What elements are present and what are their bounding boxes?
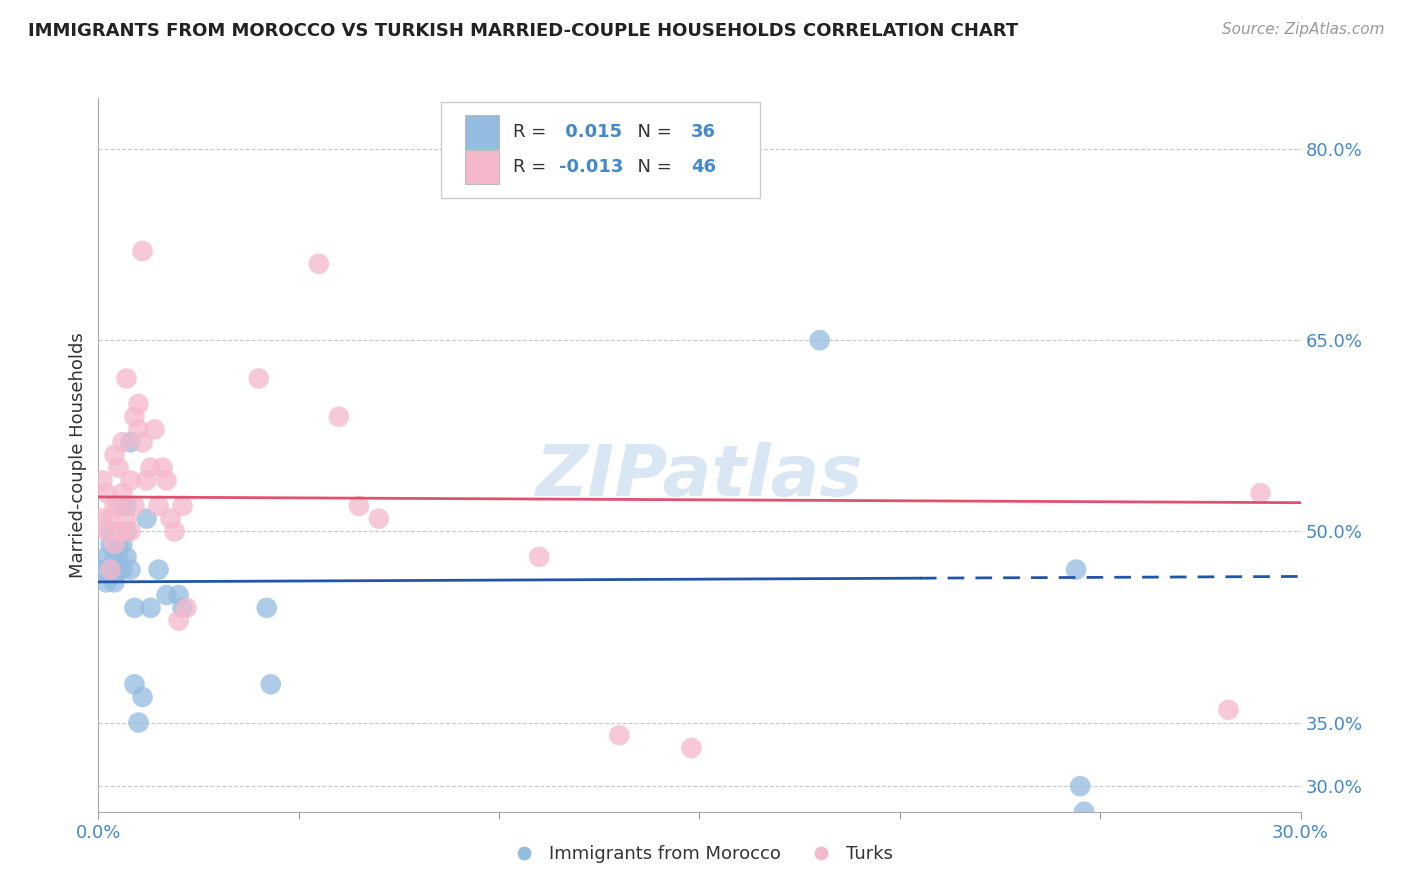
Point <box>159 511 181 525</box>
Point <box>100 563 122 577</box>
Point <box>247 371 270 385</box>
Point <box>139 460 162 475</box>
Point <box>103 499 125 513</box>
Point <box>111 486 134 500</box>
Point <box>100 511 122 525</box>
Point <box>128 715 150 730</box>
Point <box>155 474 177 488</box>
Point <box>96 575 118 590</box>
Point <box>148 563 170 577</box>
Point <box>260 677 283 691</box>
Point <box>96 486 118 500</box>
Point <box>131 244 153 258</box>
Point <box>107 549 129 564</box>
Point <box>609 728 631 742</box>
Text: N =: N = <box>626 123 678 141</box>
Point <box>96 524 118 539</box>
Point <box>111 537 134 551</box>
Point <box>808 333 831 347</box>
Point <box>1069 779 1091 793</box>
Text: N =: N = <box>626 159 678 177</box>
Point <box>91 563 114 577</box>
Text: R =: R = <box>513 159 553 177</box>
Point <box>103 575 125 590</box>
Text: -0.013: -0.013 <box>558 159 623 177</box>
Point <box>115 549 138 564</box>
Point <box>107 524 129 539</box>
Point <box>124 677 146 691</box>
Text: Source: ZipAtlas.com: Source: ZipAtlas.com <box>1222 22 1385 37</box>
FancyBboxPatch shape <box>465 114 499 149</box>
Point <box>135 474 157 488</box>
Point <box>111 499 134 513</box>
Point <box>131 690 153 704</box>
Point <box>167 588 190 602</box>
Point <box>1073 805 1095 819</box>
Point <box>91 511 114 525</box>
Point <box>111 524 134 539</box>
Text: 0.015: 0.015 <box>558 123 621 141</box>
Point <box>107 563 129 577</box>
Point <box>172 499 194 513</box>
Point <box>163 524 186 539</box>
Point <box>111 435 134 450</box>
Point <box>100 524 122 539</box>
Point <box>120 435 142 450</box>
Point <box>139 600 162 615</box>
Point <box>115 371 138 385</box>
Point <box>172 600 194 615</box>
Text: R =: R = <box>513 123 553 141</box>
Point <box>256 600 278 615</box>
Point <box>124 499 146 513</box>
Legend: Immigrants from Morocco, Turks: Immigrants from Morocco, Turks <box>499 838 900 871</box>
Point <box>103 448 125 462</box>
Text: 36: 36 <box>692 123 716 141</box>
FancyBboxPatch shape <box>441 102 759 198</box>
Point <box>1064 563 1087 577</box>
Point <box>135 511 157 525</box>
Point <box>124 409 146 424</box>
Text: IMMIGRANTS FROM MOROCCO VS TURKISH MARRIED-COUPLE HOUSEHOLDS CORRELATION CHART: IMMIGRANTS FROM MOROCCO VS TURKISH MARRI… <box>28 22 1018 40</box>
Point <box>347 499 370 513</box>
Point <box>91 474 114 488</box>
Text: ZIPatlas: ZIPatlas <box>536 442 863 511</box>
Y-axis label: Married-couple Households: Married-couple Households <box>69 332 87 578</box>
Point <box>107 460 129 475</box>
Point <box>111 563 134 577</box>
Text: 46: 46 <box>692 159 716 177</box>
Point <box>115 499 138 513</box>
Point <box>328 409 350 424</box>
Point <box>143 422 166 436</box>
Point <box>103 537 125 551</box>
Point <box>103 549 125 564</box>
Point <box>167 614 190 628</box>
Point <box>100 563 122 577</box>
Point <box>96 549 118 564</box>
Point <box>115 511 138 525</box>
Point <box>107 524 129 539</box>
Point <box>120 563 142 577</box>
Point <box>681 741 703 756</box>
Point <box>148 499 170 513</box>
Point <box>529 549 551 564</box>
Point <box>128 422 150 436</box>
Point <box>100 537 122 551</box>
Point <box>368 511 391 525</box>
Point <box>115 524 138 539</box>
Point <box>120 474 142 488</box>
Point <box>308 257 330 271</box>
Point <box>176 600 198 615</box>
Point <box>120 524 142 539</box>
Point <box>124 600 146 615</box>
Point <box>152 460 174 475</box>
Point <box>1250 486 1272 500</box>
FancyBboxPatch shape <box>465 150 499 185</box>
Point <box>155 588 177 602</box>
Point <box>128 397 150 411</box>
Point <box>131 435 153 450</box>
Point <box>107 499 129 513</box>
Point <box>107 537 129 551</box>
Point <box>1218 703 1240 717</box>
